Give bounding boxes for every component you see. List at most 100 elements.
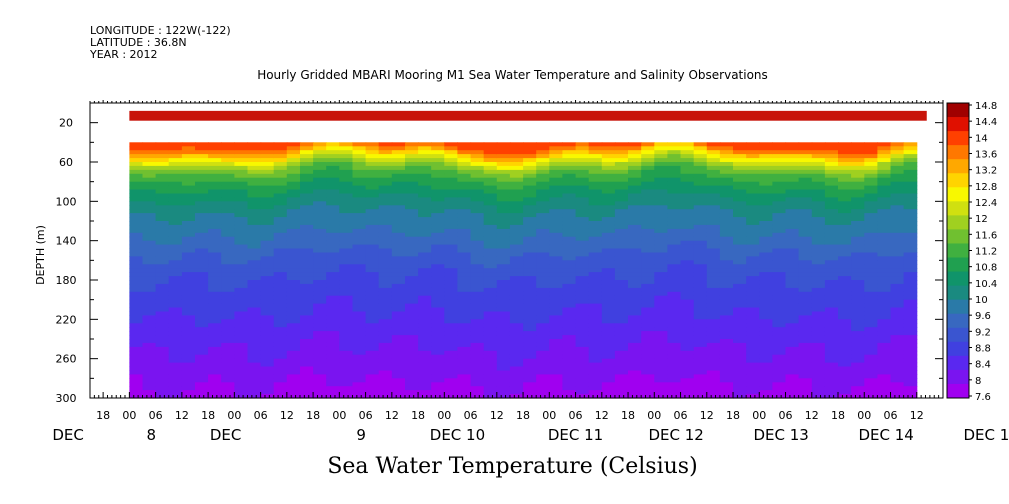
heatmap-cell [155, 307, 170, 312]
heatmap-cell [641, 197, 655, 202]
heatmap-cell [339, 252, 353, 257]
heatmap-cell [903, 165, 918, 171]
heatmap-cell [851, 374, 865, 379]
heatmap-cell [811, 378, 826, 383]
heatmap-cell [129, 248, 144, 253]
heatmap-cell [746, 162, 760, 167]
heatmap-cell [575, 280, 590, 285]
colorbar-label: 14 [975, 133, 988, 144]
heatmap-cell [864, 213, 878, 218]
heatmap-cell [549, 335, 563, 340]
heatmap-cell [601, 252, 616, 257]
heatmap-cell [221, 331, 235, 336]
heatmap-cell [234, 256, 249, 261]
heatmap-cell [326, 370, 340, 375]
heatmap-cell [772, 185, 787, 191]
heatmap-cell [562, 370, 577, 375]
heatmap-cell [234, 181, 249, 187]
heatmap-cell [575, 291, 590, 297]
heatmap-cell [300, 228, 314, 234]
heatmap-cell [444, 217, 458, 222]
heatmap-cell [457, 158, 472, 163]
heatmap-cell [654, 283, 668, 289]
heatmap-cell [772, 217, 787, 222]
heatmap-cell [877, 268, 892, 273]
x-hour-label: 12 [595, 409, 609, 422]
heatmap-cell [719, 146, 734, 151]
heatmap-cell [877, 154, 892, 159]
heatmap-cell [155, 264, 170, 269]
heatmap-cell [641, 173, 655, 179]
heatmap-cell [339, 311, 353, 316]
heatmap-cell [378, 146, 393, 151]
heatmap-cell [785, 390, 800, 395]
heatmap-cell [339, 319, 353, 324]
heatmap-cell [588, 169, 603, 175]
heatmap-cell [614, 232, 629, 238]
heatmap-cell [470, 256, 485, 261]
heatmap-cell [273, 311, 288, 316]
heatmap-cell [903, 386, 918, 391]
heatmap-cell [719, 177, 734, 183]
heatmap-cell [667, 370, 682, 375]
heatmap-cell [247, 177, 262, 183]
heatmap-cell [654, 181, 668, 187]
heatmap-cell [313, 244, 327, 250]
heatmap-cell [680, 350, 695, 356]
heatmap-cell [772, 287, 787, 293]
heatmap-cell [719, 382, 734, 387]
heatmap-cell [129, 260, 144, 265]
heatmap-cell [811, 248, 826, 253]
heatmap-cell [405, 315, 419, 320]
heatmap-cell [378, 228, 393, 234]
heatmap-cell [234, 291, 249, 297]
heatmap-cell [759, 342, 773, 348]
heatmap-cell [470, 177, 485, 183]
heatmap-cell [509, 386, 524, 391]
heatmap-cell [155, 224, 170, 230]
heatmap-cell [719, 370, 734, 375]
heatmap-cell [496, 315, 511, 320]
colorbar-swatch [947, 285, 969, 301]
heatmap-cell [247, 260, 262, 265]
heatmap-cell [706, 323, 721, 328]
heatmap-cell [536, 307, 550, 312]
heatmap-cell [811, 319, 826, 324]
heatmap-cell [562, 173, 577, 179]
heatmap-cell [470, 307, 485, 312]
colorbar-swatch [947, 173, 969, 188]
heatmap-cell [536, 303, 550, 309]
heatmap-cell [483, 162, 498, 167]
heatmap-cell [838, 142, 852, 147]
heatmap-cell [195, 256, 209, 261]
heatmap-cell [549, 291, 563, 297]
heatmap-cell [851, 209, 865, 214]
heatmap-cell [667, 197, 682, 202]
heatmap-cell [208, 177, 222, 183]
heatmap-cell [405, 382, 419, 387]
colorbar-label: 8.4 [975, 360, 991, 371]
heatmap-cell [654, 185, 668, 191]
heatmap-cell [405, 240, 419, 246]
heatmap-cell [628, 252, 642, 257]
heatmap-cell [326, 335, 340, 340]
heatmap-cell [496, 252, 511, 257]
heatmap-cell [536, 264, 550, 269]
heatmap-cell [575, 323, 590, 328]
heatmap-cell [588, 228, 603, 234]
heatmap-cell [746, 378, 760, 383]
heatmap-cell [273, 236, 288, 242]
heatmap-cell [614, 315, 629, 320]
heatmap-cell [509, 181, 524, 187]
heatmap-cell [483, 390, 498, 395]
heatmap-cell [391, 189, 406, 194]
x-hour-label: 00 [227, 409, 241, 422]
heatmap-cell [772, 378, 787, 383]
heatmap-cell [746, 327, 760, 332]
colorbar-label: 13.6 [975, 150, 997, 161]
surface-temperature-band [129, 110, 927, 121]
heatmap-cell [864, 232, 878, 238]
heatmap-cell [811, 287, 826, 293]
heatmap-cell [536, 185, 550, 191]
heatmap-cell [273, 366, 288, 371]
